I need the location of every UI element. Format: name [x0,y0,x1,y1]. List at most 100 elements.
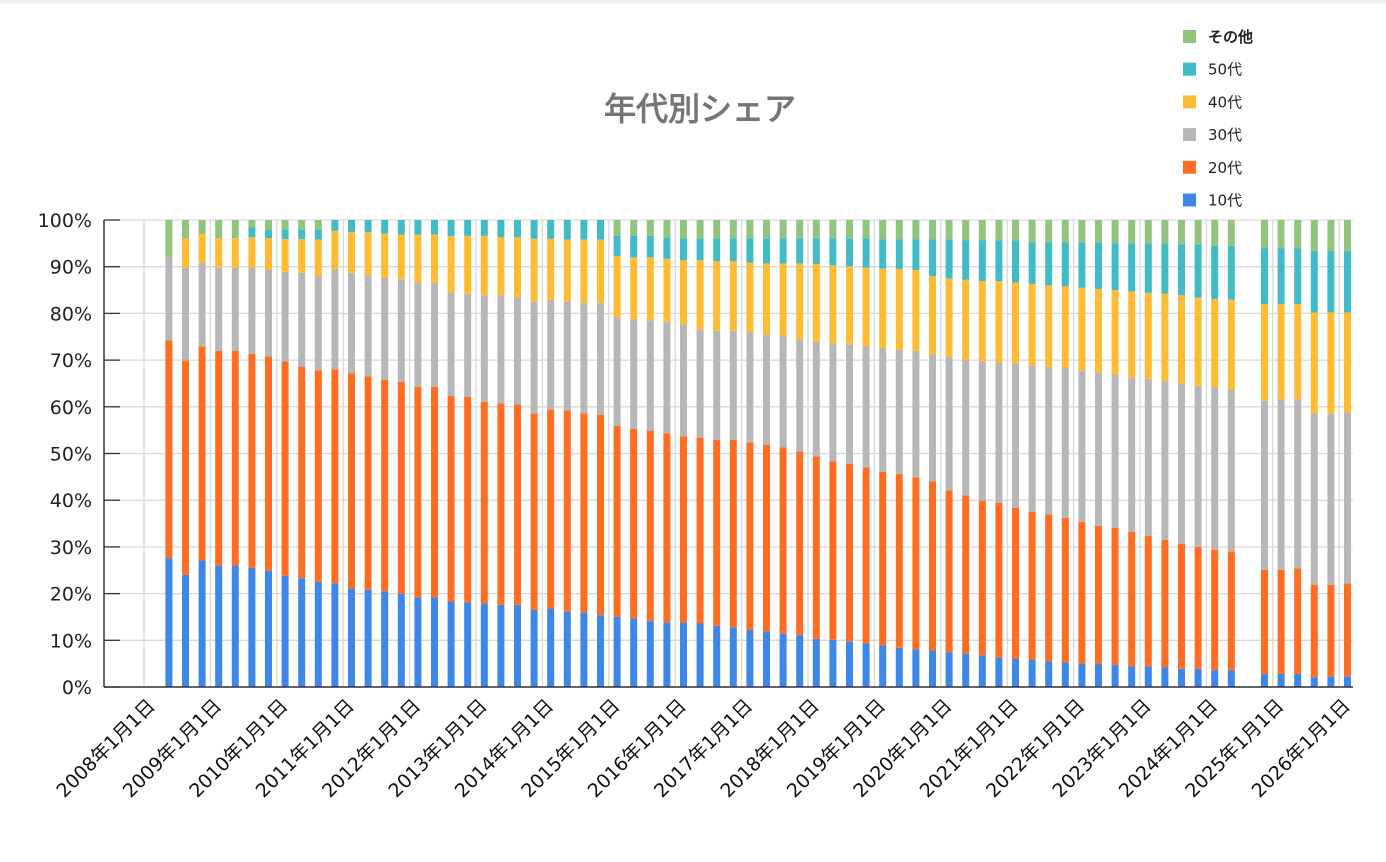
bar-segment-3 [597,302,604,415]
bar-segment-6 [215,220,223,239]
bar-segment-2 [862,467,870,644]
bar-segment-2 [281,361,289,576]
y-tick-label: 100% [38,210,92,232]
bar-segment-1 [1028,659,1036,687]
bar-stack [630,220,638,687]
bar-segment-6 [729,220,737,239]
bar-segment-4 [1310,312,1318,414]
bar-segment-3 [381,277,389,380]
bar-segment-1 [580,612,588,687]
bar-segment-4 [879,268,887,348]
bar-segment-1 [945,652,953,687]
bar-segment-2 [962,495,970,654]
bar-segment-5 [978,240,986,282]
bar-segment-2 [348,373,355,589]
bar-segment-5 [1078,242,1086,288]
bar-segment-5 [530,220,538,239]
bar-segment-3 [1310,413,1318,585]
bar-segment-4 [265,238,272,270]
bar-segment-6 [962,220,970,241]
bar-segment-4 [663,258,671,322]
bar-segment-3 [912,350,920,478]
bar-segment-6 [1111,220,1119,244]
bar-segment-3 [879,347,887,472]
bar-segment-5 [862,238,870,268]
bar-segment-2 [381,379,389,592]
bar-segment-2 [1078,521,1086,664]
bar-stack [1277,220,1285,687]
bar-segment-4 [364,232,372,276]
bar-segment-3 [1012,363,1019,508]
bar-segment-2 [680,436,687,623]
bar-segment-5 [563,220,571,240]
bar-segment-1 [1261,673,1268,687]
bar-segment-3 [547,299,555,410]
bar-segment-1 [364,589,372,687]
bar-stack [1012,220,1019,687]
bar-segment-6 [1012,220,1019,241]
bar-segment-6 [1095,220,1102,243]
bar-segment-5 [464,220,472,236]
bar-segment-6 [1128,220,1136,244]
bar-segment-2 [1144,535,1152,667]
bar-stack [995,220,1003,687]
bar-segment-4 [1128,291,1136,378]
bar-segment-5 [1344,250,1351,313]
bar-segment-2 [746,442,754,631]
bar-stack [1078,220,1086,687]
y-tick-label: 30% [50,537,92,559]
bar-segment-4 [696,260,704,330]
bar-segment-3 [1095,372,1102,526]
bar-segment-5 [729,238,737,262]
bar-stack [547,220,555,687]
bar-segment-6 [1045,220,1053,243]
bar-segment-4 [480,235,488,296]
bar-segment-6 [862,220,870,239]
bar-segment-3 [165,257,173,341]
bar-segment-1 [198,560,206,687]
bar-stack [779,220,787,687]
bar-stack [165,220,173,687]
bar-segment-3 [1161,381,1169,540]
bar-segment-3 [530,301,538,414]
y-tick-label: 70% [50,350,92,372]
legend-swatch [1183,128,1196,142]
bar-segment-4 [414,234,422,283]
bar-stack [381,220,389,687]
bar-segment-1 [1194,668,1202,687]
bar-segment-4 [215,238,223,268]
bar-segment-5 [995,240,1003,282]
bar-segment-5 [1327,250,1335,313]
bar-segment-3 [1178,383,1185,544]
bar-segment-1 [165,558,173,687]
bar-stack [945,220,953,687]
bar-segment-4 [314,239,322,277]
bar-stack [1061,220,1069,687]
bar-segment-6 [1144,220,1152,244]
bar-segment-1 [1078,663,1086,687]
bar-stack [1045,220,1053,687]
bar-segment-2 [995,503,1003,658]
bar-segment-4 [929,276,936,355]
bar-segment-3 [1277,399,1285,570]
bar-segment-5 [879,239,887,269]
bar-segment-2 [447,396,455,602]
bar-segment-5 [1161,243,1169,294]
bar-segment-2 [165,340,173,559]
bar-segment-1 [630,618,638,687]
bar-stack [1178,220,1185,687]
bar-segment-6 [713,220,721,239]
bar-segment-5 [1227,245,1235,300]
bar-segment-6 [314,220,322,230]
bar-segment-3 [514,297,521,405]
bar-segment-4 [397,234,405,279]
bar-segment-1 [1344,676,1351,687]
bar-stack [281,220,289,687]
bar-segment-2 [1227,551,1235,671]
bar-segment-1 [1012,658,1019,687]
bar-stack [846,220,853,687]
bar-segment-1 [962,653,970,687]
bar-segment-5 [1277,248,1285,305]
bar-segment-1 [912,649,920,687]
bar-segment-4 [779,263,787,336]
